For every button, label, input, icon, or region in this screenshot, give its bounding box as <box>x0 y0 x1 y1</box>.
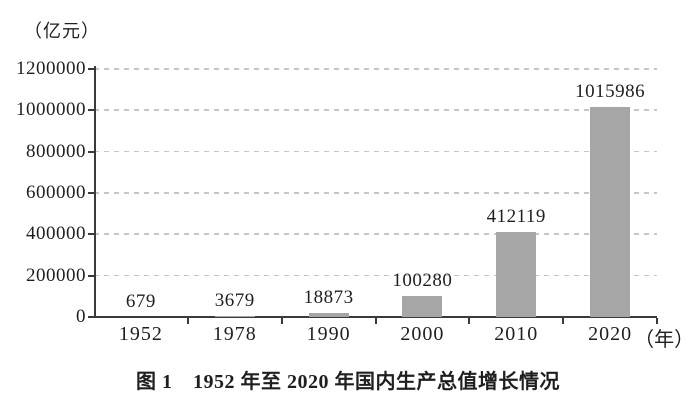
gridline <box>94 150 657 153</box>
x-axis-unit-label: （年） <box>634 329 695 351</box>
bar-value-label-1952: 679 <box>125 290 156 312</box>
x-tick-mark <box>186 318 189 324</box>
gridline <box>94 274 657 277</box>
x-tick-label-2000: 2000 <box>400 323 445 345</box>
y-tick-mark <box>88 316 94 318</box>
bar-1978 <box>214 316 255 317</box>
bar-2000 <box>402 296 443 317</box>
y-tick-mark <box>88 233 94 236</box>
y-tick-mark <box>88 150 94 153</box>
x-tick-label-1990: 1990 <box>306 323 351 345</box>
bar-value-label-1990: 18873 <box>303 287 354 309</box>
y-tick-mark <box>88 192 94 194</box>
x-tick-mark <box>562 318 565 324</box>
bar-value-label-2010: 412119 <box>486 205 546 227</box>
x-tick-label-2020: 2020 <box>588 323 633 345</box>
bar-value-label-2000: 100280 <box>392 270 453 292</box>
y-tick-mark <box>88 274 94 277</box>
y-axis-unit-label: （亿元） <box>24 21 100 41</box>
bar-value-label-2020: 1015986 <box>575 81 646 103</box>
y-tick-label: 600000 <box>26 182 86 203</box>
figure-caption: 图 1 1952 年至 2020 年国内生产总值增长情况 <box>136 371 560 393</box>
bar-value-label-1978: 3679 <box>214 290 255 312</box>
y-tick-label: 800000 <box>26 140 86 162</box>
gridline <box>94 68 657 70</box>
bar-2010 <box>496 231 537 317</box>
y-tick-label: 0 <box>76 306 86 327</box>
y-tick-label: 200000 <box>26 264 86 286</box>
bar-1990 <box>308 313 349 317</box>
x-tick-mark <box>374 318 377 324</box>
y-tick-mark <box>88 68 94 70</box>
x-tick-mark <box>280 318 283 324</box>
y-tick-label: 1200000 <box>16 58 86 79</box>
x-tick-label-2010: 2010 <box>494 323 539 345</box>
x-tick-mark <box>468 318 471 324</box>
x-tick-label-1952: 1952 <box>118 323 163 345</box>
x-axis-line <box>94 316 657 318</box>
y-tick-label: 400000 <box>26 223 86 245</box>
y-axis-line <box>94 66 96 318</box>
bar-2020 <box>590 107 631 317</box>
gridline <box>94 109 657 111</box>
gridline <box>94 233 657 235</box>
y-tick-mark <box>88 109 94 112</box>
y-tick-label: 1000000 <box>16 99 86 121</box>
x-tick-label-1978: 1978 <box>212 323 257 345</box>
x-tick-mark <box>656 318 658 324</box>
gridline <box>94 192 657 194</box>
